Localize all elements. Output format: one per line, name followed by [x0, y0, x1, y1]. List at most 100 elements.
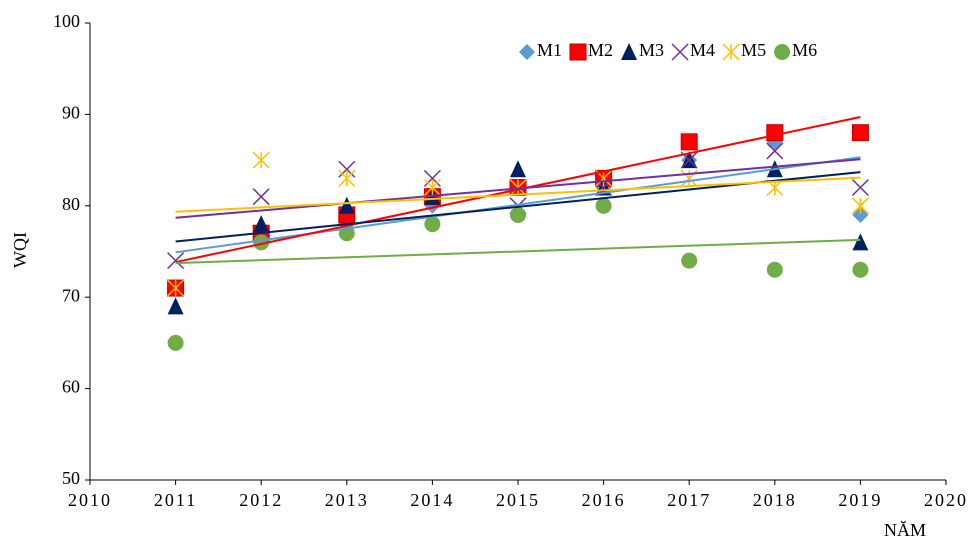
x-tick-label: 2017 — [667, 490, 711, 510]
marker — [338, 169, 356, 187]
marker-shape — [252, 151, 270, 169]
trendline — [175, 158, 861, 219]
marker — [852, 206, 869, 223]
marker — [338, 160, 356, 178]
marker-shape — [851, 124, 869, 142]
marker-shape — [253, 215, 270, 233]
legend-label: M2 — [588, 40, 613, 60]
x-tick-label: 2018 — [753, 490, 797, 510]
y-tick-label: 60 — [62, 377, 80, 397]
marker — [722, 43, 740, 61]
y-axis-label: WQI — [10, 232, 30, 268]
marker — [519, 44, 535, 60]
marker-shape — [680, 133, 698, 151]
marker-shape — [671, 43, 689, 61]
marker-shape — [569, 43, 587, 61]
marker — [774, 44, 791, 60]
marker-shape — [851, 197, 869, 215]
x-tick-label: 2010 — [68, 490, 112, 510]
marker — [851, 178, 869, 197]
marker-shape — [595, 197, 612, 214]
marker — [252, 188, 270, 206]
trendline — [175, 238, 861, 265]
marker — [423, 169, 441, 187]
legend-label: M5 — [741, 40, 766, 60]
trendline — [175, 116, 861, 264]
legend-label: M3 — [639, 40, 664, 60]
marker — [680, 133, 698, 151]
marker-shape — [510, 160, 526, 178]
marker-shape — [774, 44, 791, 60]
marker — [253, 215, 270, 233]
marker-shape — [423, 178, 441, 197]
marker-shape — [424, 216, 441, 233]
marker — [851, 197, 869, 215]
x-axis-label: NĂM — [884, 520, 926, 540]
x-tick-label: 2019 — [838, 490, 882, 510]
marker — [252, 151, 270, 169]
marker-shape — [253, 234, 270, 251]
marker — [510, 160, 526, 178]
marker — [167, 252, 185, 270]
legend-label: M6 — [792, 40, 817, 60]
marker-shape — [766, 261, 783, 278]
marker-shape — [510, 206, 526, 223]
x-tick-label: 2015 — [496, 490, 540, 510]
marker-shape — [722, 43, 740, 61]
marker-shape — [621, 43, 638, 60]
marker — [509, 178, 527, 197]
marker-shape — [519, 44, 535, 60]
y-tick-label: 80 — [62, 194, 80, 214]
marker — [681, 252, 698, 269]
marker-shape — [167, 252, 185, 270]
marker-shape — [766, 124, 784, 142]
marker-shape — [423, 169, 441, 187]
marker-shape — [766, 142, 784, 160]
marker — [569, 43, 587, 61]
marker — [424, 216, 441, 233]
marker — [852, 233, 869, 251]
marker-shape — [852, 206, 869, 223]
legend-label: M1 — [537, 40, 562, 60]
marker — [671, 43, 689, 61]
marker — [766, 261, 783, 278]
marker-shape — [509, 178, 527, 197]
marker-shape — [167, 334, 184, 351]
x-tick-label: 2014 — [410, 490, 454, 510]
y-tick-label: 70 — [62, 285, 80, 305]
x-tick-label: 2020 — [924, 490, 968, 510]
marker — [766, 142, 784, 160]
marker — [167, 279, 185, 297]
marker — [851, 124, 869, 142]
marker-shape — [852, 233, 869, 251]
marker-shape — [338, 160, 356, 178]
y-tick-label: 50 — [62, 468, 80, 488]
marker — [253, 234, 270, 251]
marker — [167, 334, 184, 351]
marker-shape — [252, 188, 270, 206]
marker-shape — [167, 279, 185, 297]
trendline — [175, 156, 861, 254]
marker — [423, 178, 441, 197]
marker — [167, 297, 184, 315]
marker — [510, 206, 526, 223]
x-tick-label: 2013 — [325, 490, 369, 510]
marker-shape — [681, 252, 698, 269]
marker — [338, 196, 355, 214]
marker — [766, 124, 784, 142]
y-tick-label: 100 — [53, 11, 80, 31]
legend-label: M4 — [690, 40, 715, 60]
marker-shape — [338, 169, 356, 187]
marker-shape — [167, 297, 184, 315]
marker-shape — [852, 261, 869, 278]
x-tick-label: 2016 — [582, 490, 626, 510]
marker — [621, 43, 638, 60]
marker-shape — [851, 178, 869, 197]
x-tick-label: 2012 — [239, 490, 283, 510]
marker-shape — [338, 196, 355, 214]
x-tick-label: 2011 — [154, 490, 197, 510]
marker — [595, 197, 612, 214]
trendline — [175, 176, 861, 213]
y-tick-label: 90 — [62, 103, 80, 123]
